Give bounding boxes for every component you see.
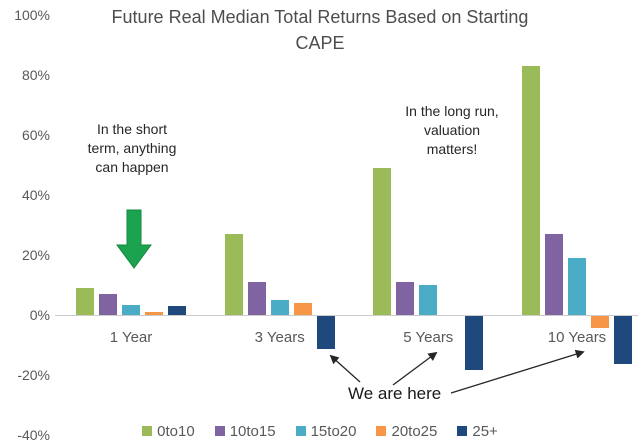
annotation-short-term: In the short term, anything can happen xyxy=(52,120,212,177)
legend-item-15to20: 15to20 xyxy=(295,422,357,440)
y-tick-label: 20% xyxy=(21,247,50,263)
we-are-here-label: We are here xyxy=(348,384,442,403)
annotation-line: In the long run, xyxy=(405,103,499,119)
legend-swatch-icon xyxy=(142,426,153,436)
x-axis-line xyxy=(55,315,638,316)
bar-15to20-10-years xyxy=(568,258,586,315)
bar-0to10-3-years xyxy=(224,234,243,315)
bar-25+-10-years xyxy=(614,316,632,364)
legend-label: 15to20 xyxy=(310,422,357,440)
bar-0to10-5-years xyxy=(373,168,392,315)
x-category-label: 10 Years xyxy=(547,329,607,346)
bar-25+-1-year xyxy=(168,306,186,315)
arrow-to-5y-bar xyxy=(392,351,438,386)
bar-0to10-1-year xyxy=(76,288,94,315)
bar-15to20-3-years xyxy=(270,300,289,315)
y-tick-label: -20% xyxy=(17,367,50,383)
legend-item-10to15: 10to15 xyxy=(214,422,276,440)
bar-20to25-10-years xyxy=(591,316,609,328)
legend-swatch-icon xyxy=(457,426,468,436)
annotation-line: term, anything xyxy=(87,140,177,156)
bar-20to25-1-year xyxy=(145,312,163,315)
arrow-to-3y-bar xyxy=(329,354,361,383)
x-category-label: 3 Years xyxy=(254,329,305,346)
chart-title-line1: Future Real Median Total Returns Based o… xyxy=(111,7,529,27)
y-tick-label: 60% xyxy=(21,127,50,143)
legend-label: 20to25 xyxy=(391,422,438,440)
bar-0to10-10-years xyxy=(522,66,540,315)
annotation-line: In the short xyxy=(96,121,168,137)
y-tick-label: 0% xyxy=(29,307,50,323)
bar-10to15-10-years xyxy=(545,234,563,315)
y-tick-label: -40% xyxy=(17,427,50,443)
legend-label: 0to10 xyxy=(157,422,195,440)
annotation-line: matters! xyxy=(426,141,478,157)
chart-title-line2: CAPE xyxy=(295,33,345,53)
bar-15to20-5-years xyxy=(419,285,438,315)
bar-10to15-3-years xyxy=(247,282,266,315)
annotation-long-run: In the long run, valuation matters! xyxy=(372,102,532,159)
bar-25+-3-years xyxy=(316,316,335,349)
y-tick-label: 80% xyxy=(21,67,50,83)
legend-label: 10to15 xyxy=(229,422,276,440)
green-down-arrow-icon xyxy=(116,209,152,269)
x-category-label: 1 Year xyxy=(109,329,153,346)
y-tick-label: 100% xyxy=(14,7,50,23)
chart-legend: 0to10 10to15 15to20 20to25 25+ xyxy=(0,421,640,441)
bar-10to15-5-years xyxy=(396,282,415,315)
annotation-line: can happen xyxy=(95,159,169,175)
legend-swatch-icon xyxy=(214,426,225,436)
bar-10to15-1-year xyxy=(99,294,117,315)
bar-15to20-1-year xyxy=(122,304,140,315)
legend-item-0to10: 0to10 xyxy=(142,423,195,440)
legend-swatch-icon xyxy=(376,426,387,436)
chart-title: Future Real Median Total Returns Based o… xyxy=(0,4,640,56)
y-tick-label: 40% xyxy=(21,187,50,203)
legend-label: 25+ xyxy=(472,422,498,440)
bar-20to25-3-years xyxy=(293,303,312,315)
annotation-line: valuation xyxy=(423,122,481,138)
legend-item-25+: 25+ xyxy=(457,422,498,440)
x-category-label: 5 Years xyxy=(403,329,454,346)
legend-swatch-icon xyxy=(295,426,306,436)
legend-item-20to25: 20to25 xyxy=(376,423,437,440)
